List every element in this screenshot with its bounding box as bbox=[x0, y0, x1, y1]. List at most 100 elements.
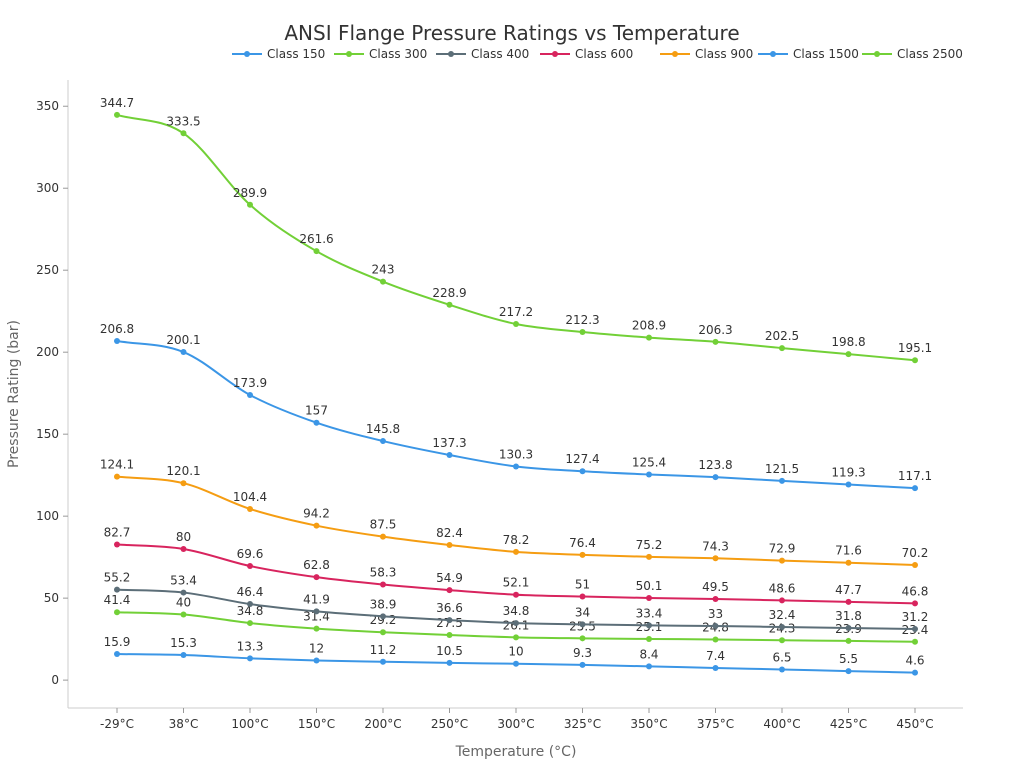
data-point[interactable] bbox=[513, 660, 519, 667]
data-point[interactable] bbox=[180, 349, 187, 356]
data-point[interactable] bbox=[579, 329, 586, 336]
data-point[interactable] bbox=[646, 635, 652, 642]
data-point[interactable] bbox=[180, 652, 187, 659]
data-point[interactable] bbox=[446, 632, 453, 639]
data-point[interactable] bbox=[912, 562, 918, 569]
data-point[interactable] bbox=[712, 623, 719, 630]
data-point[interactable] bbox=[579, 635, 586, 642]
data-point[interactable] bbox=[779, 637, 785, 644]
data-point[interactable] bbox=[779, 666, 785, 673]
legend-marker bbox=[874, 51, 880, 57]
data-point[interactable] bbox=[446, 542, 453, 549]
data-point[interactable] bbox=[779, 477, 785, 484]
data-point[interactable] bbox=[380, 629, 386, 636]
data-point[interactable] bbox=[845, 598, 852, 605]
data-point[interactable] bbox=[845, 351, 852, 358]
data-point[interactable] bbox=[579, 551, 586, 558]
data-point[interactable] bbox=[180, 611, 187, 618]
data-point[interactable] bbox=[845, 481, 852, 488]
data-point[interactable] bbox=[712, 664, 719, 671]
data-point[interactable] bbox=[313, 657, 320, 664]
data-point[interactable] bbox=[446, 301, 453, 308]
legend-item[interactable]: Class 400 bbox=[436, 47, 529, 61]
legend-item[interactable]: Class 300 bbox=[334, 47, 427, 61]
data-point[interactable] bbox=[779, 623, 785, 630]
data-point[interactable] bbox=[579, 621, 586, 628]
data-point[interactable] bbox=[779, 557, 785, 564]
data-point[interactable] bbox=[513, 463, 519, 470]
data-point[interactable] bbox=[912, 638, 918, 645]
data-point[interactable] bbox=[114, 541, 120, 548]
data-point[interactable] bbox=[646, 663, 652, 670]
data-point[interactable] bbox=[114, 586, 120, 593]
data-point[interactable] bbox=[845, 637, 852, 644]
data-point[interactable] bbox=[180, 589, 187, 596]
data-point[interactable] bbox=[380, 533, 386, 540]
legend-item[interactable]: Class 1500 bbox=[758, 47, 859, 61]
data-point[interactable] bbox=[712, 555, 719, 562]
data-point[interactable] bbox=[180, 545, 187, 552]
legend-item[interactable]: Class 600 bbox=[540, 47, 633, 61]
data-point[interactable] bbox=[380, 581, 386, 588]
data-point[interactable] bbox=[380, 278, 386, 285]
data-point[interactable] bbox=[513, 591, 519, 598]
legend-item[interactable]: Class 150 bbox=[232, 47, 325, 61]
data-point[interactable] bbox=[579, 468, 586, 475]
data-point[interactable] bbox=[380, 613, 386, 620]
data-point[interactable] bbox=[579, 661, 586, 668]
data-point[interactable] bbox=[446, 617, 453, 624]
data-point[interactable] bbox=[313, 574, 320, 581]
data-point[interactable] bbox=[646, 471, 652, 478]
data-point[interactable] bbox=[912, 625, 918, 632]
data-point[interactable] bbox=[646, 622, 652, 629]
data-point[interactable] bbox=[247, 620, 253, 627]
data-point[interactable] bbox=[513, 320, 519, 327]
data-point[interactable] bbox=[513, 634, 519, 641]
data-point[interactable] bbox=[313, 248, 320, 255]
data-point[interactable] bbox=[114, 651, 120, 658]
data-point[interactable] bbox=[779, 597, 785, 604]
data-point[interactable] bbox=[313, 625, 320, 632]
data-point[interactable] bbox=[380, 438, 386, 445]
data-point[interactable] bbox=[646, 334, 652, 341]
data-point[interactable] bbox=[912, 357, 918, 364]
data-point[interactable] bbox=[313, 419, 320, 426]
data-point[interactable] bbox=[712, 474, 719, 481]
data-point[interactable] bbox=[579, 593, 586, 600]
data-point[interactable] bbox=[247, 601, 253, 608]
data-point[interactable] bbox=[114, 609, 120, 616]
data-point[interactable] bbox=[912, 485, 918, 492]
data-point[interactable] bbox=[114, 338, 120, 345]
data-point[interactable] bbox=[446, 659, 453, 666]
data-point[interactable] bbox=[912, 600, 918, 607]
data-point[interactable] bbox=[513, 548, 519, 555]
data-point[interactable] bbox=[180, 130, 187, 137]
data-point[interactable] bbox=[313, 608, 320, 615]
data-point[interactable] bbox=[845, 668, 852, 675]
data-label: 32.4 bbox=[769, 608, 796, 622]
data-point[interactable] bbox=[247, 201, 253, 208]
data-point[interactable] bbox=[712, 636, 719, 643]
data-point[interactable] bbox=[114, 473, 120, 480]
data-point[interactable] bbox=[114, 111, 120, 118]
data-point[interactable] bbox=[646, 553, 652, 560]
data-point[interactable] bbox=[646, 594, 652, 601]
data-point[interactable] bbox=[247, 563, 253, 570]
data-point[interactable] bbox=[247, 655, 253, 662]
data-point[interactable] bbox=[446, 451, 453, 458]
data-point[interactable] bbox=[779, 345, 785, 352]
data-point[interactable] bbox=[845, 624, 852, 631]
legend-item[interactable]: Class 900 bbox=[660, 47, 753, 61]
data-point[interactable] bbox=[513, 620, 519, 627]
data-point[interactable] bbox=[180, 480, 187, 487]
data-point[interactable] bbox=[380, 658, 386, 665]
data-point[interactable] bbox=[912, 669, 918, 676]
legend-item[interactable]: Class 2500 bbox=[862, 47, 963, 61]
data-point[interactable] bbox=[845, 559, 852, 566]
data-point[interactable] bbox=[247, 391, 253, 398]
data-point[interactable] bbox=[446, 587, 453, 594]
data-point[interactable] bbox=[247, 505, 253, 512]
data-point[interactable] bbox=[712, 338, 719, 345]
data-point[interactable] bbox=[712, 595, 719, 602]
data-point[interactable] bbox=[313, 522, 320, 529]
